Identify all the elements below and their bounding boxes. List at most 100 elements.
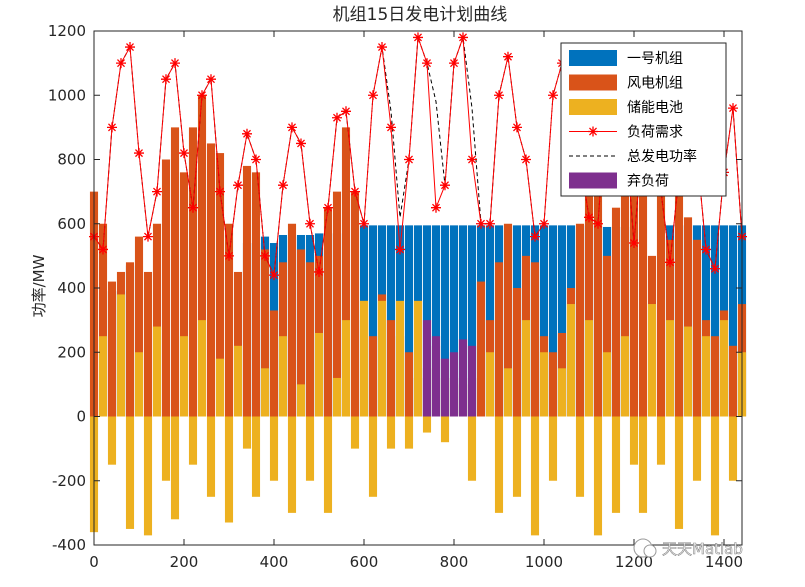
load-marker [404,154,414,165]
load-marker [323,202,333,213]
bar-wind [692,239,702,417]
bar-wind [323,207,333,417]
load-marker [278,180,288,191]
bar-battery [179,336,189,417]
bar-wind [233,271,243,417]
bar-battery [332,377,342,417]
bar-battery [395,300,405,417]
bar-battery [314,332,324,417]
load-marker [440,180,450,191]
bar-battery [152,326,162,417]
load-marker [494,90,504,101]
bar-curtail [458,339,468,417]
bar-battery [143,416,153,536]
wechat-icon-bubble [643,544,657,558]
load-marker [116,58,126,69]
bar-battery [224,416,234,523]
load-marker [710,263,720,274]
bar-wind [251,172,261,417]
bar-wind [476,281,486,417]
bar-battery [233,345,243,417]
bar-wind [575,223,585,417]
bar-battery [359,300,369,417]
watermark: 天天Matlab [633,538,743,558]
x-tick-label: 0 [89,553,99,571]
bar-battery [350,416,360,449]
bar-wind [584,159,594,417]
bar-battery [602,352,612,417]
load-marker [134,148,144,159]
bar-wind [674,159,684,417]
bar-battery [584,320,594,417]
bar-battery [197,320,207,417]
bar-battery [566,304,576,417]
load-marker [161,74,171,85]
bar-wind [710,336,720,417]
load-marker [458,32,468,43]
y-tick-label: -400 [52,536,86,554]
bar-battery [512,416,522,497]
bar-battery [305,416,315,481]
bar-wind [404,352,414,417]
x-tick-label: 800 [440,553,469,571]
y-axis-label: 功率/MW [30,254,48,317]
bar-battery [494,416,504,513]
bar-wind [152,223,162,417]
legend-swatch [569,50,617,66]
load-marker [359,218,369,229]
load-marker [152,186,162,197]
bar-battery [620,336,630,417]
bar-unit1 [404,225,414,417]
bar-series-group [89,95,747,536]
bar-battery [323,416,333,513]
bar-battery [215,358,225,417]
bar-battery [422,416,432,433]
bar-battery [467,416,477,481]
watermark-text: 天天Matlab [662,540,743,558]
load-marker [206,74,216,85]
load-marker [197,90,207,101]
load-marker [467,154,477,165]
load-marker [476,218,486,229]
bar-wind [593,191,603,417]
load-marker [584,212,594,223]
y-tick-label: 800 [57,151,86,169]
bar-battery [242,416,252,449]
bar-wind [620,95,630,417]
bar-unit1 [710,225,720,417]
bar-unit1 [431,225,441,417]
bar-battery [647,304,657,417]
bar-battery [629,416,639,465]
load-marker [224,250,234,261]
legend-marker [588,126,598,137]
bar-battery [575,416,585,497]
bar-unit1 [548,225,558,417]
bar-wind [386,320,396,417]
load-marker [485,218,495,229]
load-marker [503,51,513,62]
bar-battery [296,384,306,417]
bar-wind [350,191,360,417]
bar-battery [188,416,198,465]
bar-wind [503,223,513,417]
load-marker [422,58,432,69]
y-tick-label: 400 [57,279,86,297]
bar-wind [197,95,207,417]
bar-wind [179,172,189,417]
load-marker [332,112,342,123]
bar-battery [656,416,666,465]
bar-battery [530,416,540,536]
bar-battery [638,416,648,513]
load-marker [431,202,441,213]
load-marker [260,250,270,261]
bar-curtail [449,352,459,417]
bar-wind [530,262,540,417]
legend-label: 总发电功率 [627,148,697,165]
bar-battery [368,416,378,497]
load-marker [251,154,261,165]
bar-battery [710,416,720,536]
load-marker [512,122,522,133]
load-marker [593,218,603,229]
